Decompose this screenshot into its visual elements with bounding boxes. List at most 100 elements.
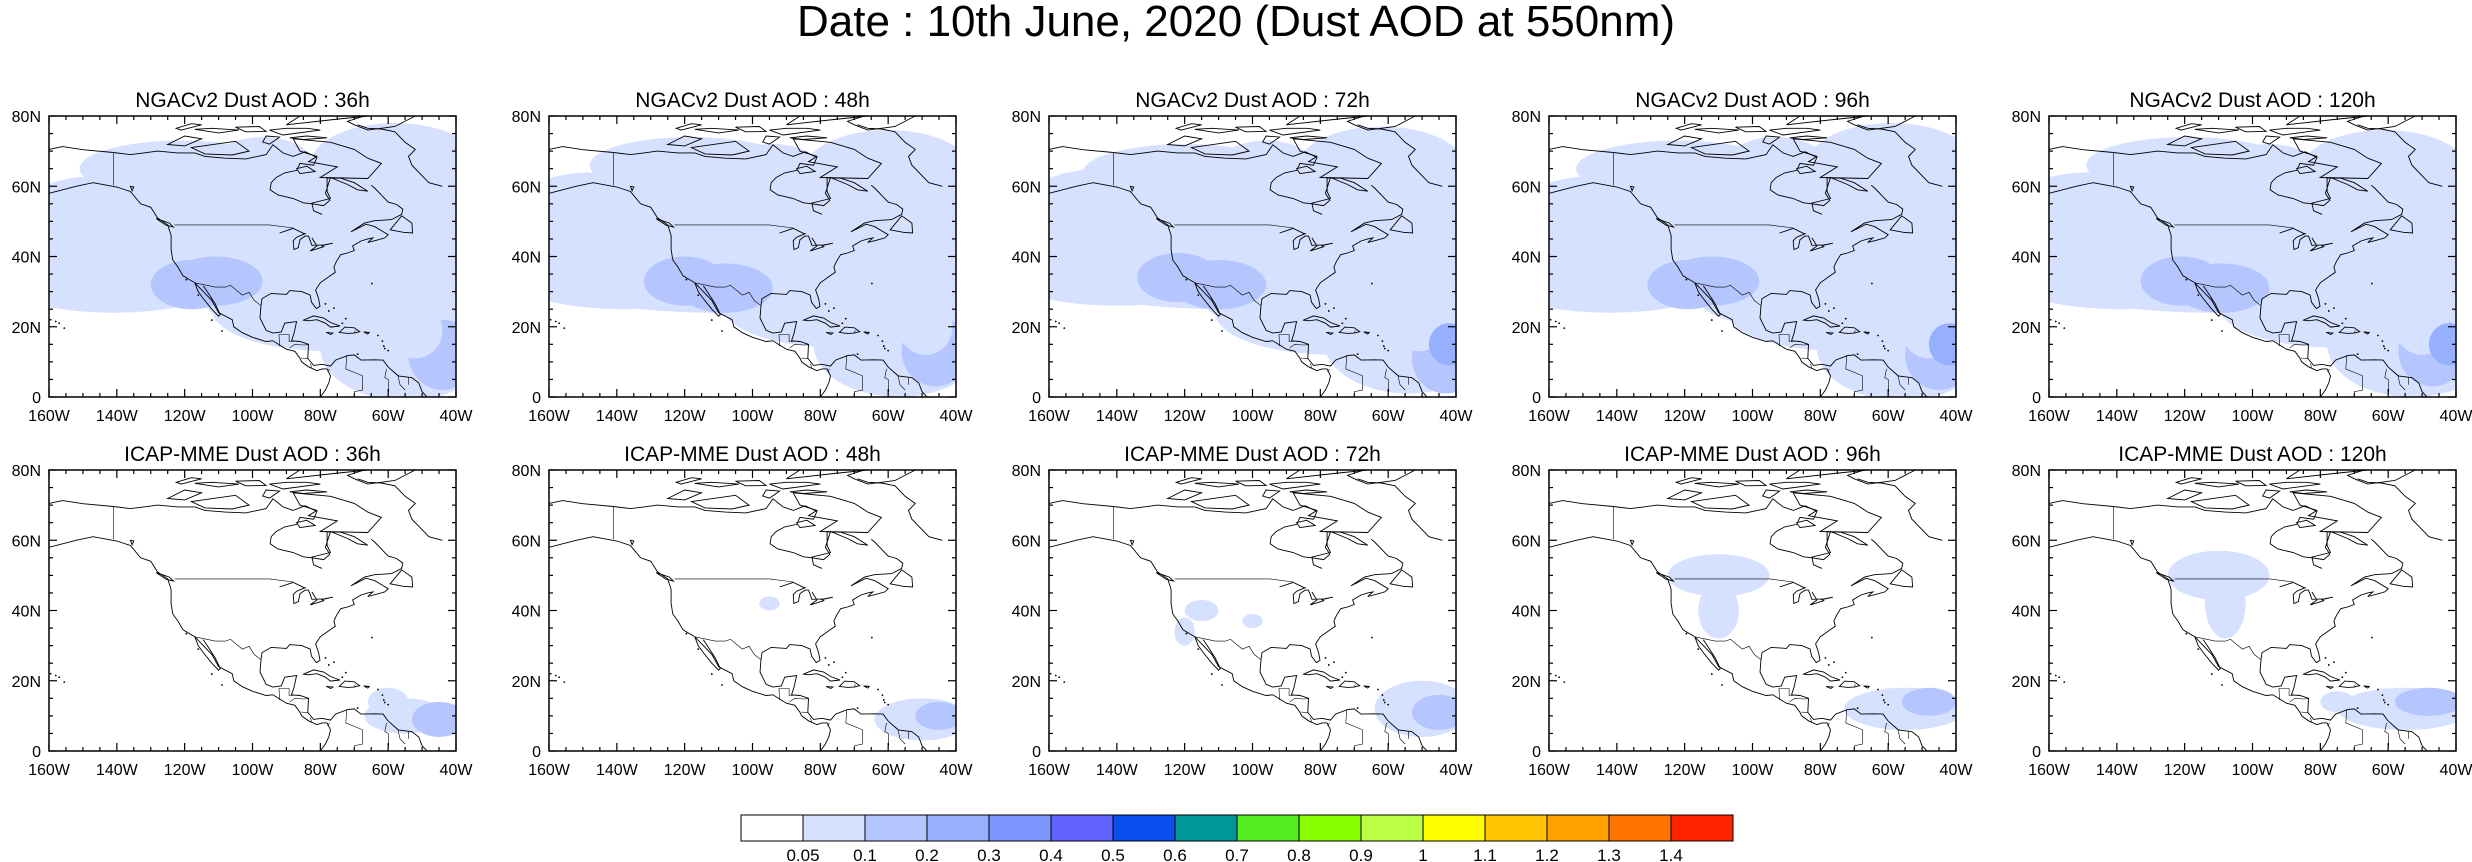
island-dot: [824, 657, 827, 659]
coastline: [1779, 227, 1833, 252]
lon-tick-label: 80W: [1804, 762, 1838, 779]
lon-tick-label: 60W: [372, 762, 406, 779]
island: [302, 669, 341, 682]
island-dot: [381, 340, 384, 343]
island: [2338, 680, 2361, 688]
map-panel-1-2: 160W 140W 120W 100W 80W 60W 40W 0 20N 40N 60N 80N IC…: [1012, 443, 1474, 779]
island: [838, 680, 861, 688]
country-border: [1884, 368, 1890, 392]
coastline: [1259, 659, 1428, 751]
island: [825, 685, 835, 690]
island: [194, 127, 239, 134]
country-border: [2384, 722, 2390, 746]
lon-tick-label: 80W: [804, 408, 838, 425]
island: [1769, 481, 1821, 490]
coastline: [1260, 184, 1404, 310]
island: [235, 126, 268, 133]
coastline: [846, 116, 916, 131]
aod-region: [1901, 687, 1956, 716]
panel-title: ICAP-MME Dust AOD : 120h: [2118, 443, 2386, 466]
lat-tick-label: 60N: [1512, 179, 1541, 196]
lon-tick-label: 80W: [2304, 762, 2338, 779]
island: [1269, 127, 1321, 136]
island: [769, 127, 821, 136]
country-border: [810, 363, 812, 368]
lon-tick-label: 80W: [804, 762, 838, 779]
aod-shading: [1174, 599, 1456, 737]
island: [2174, 477, 2202, 485]
country-border: [289, 697, 309, 703]
country-border: [2345, 709, 2363, 751]
island-dot: [856, 353, 859, 356]
island-dot: [1197, 294, 1200, 297]
island-dot: [1870, 282, 1873, 285]
country-border: [897, 375, 906, 391]
island-dot: [827, 310, 830, 312]
island: [363, 685, 371, 689]
lat-tick-label: 0: [532, 744, 541, 761]
island: [1694, 127, 1739, 134]
aod-region: [1738, 175, 1875, 232]
island: [2302, 315, 2341, 328]
lon-tick-label: 120W: [1664, 408, 1707, 425]
island-dot: [1697, 294, 1700, 297]
lon-tick-label: 40W: [940, 408, 974, 425]
island-dot: [210, 673, 213, 675]
island-dot: [882, 345, 885, 347]
map-content: [2049, 470, 2456, 751]
lon-tick-label: 40W: [440, 762, 474, 779]
country-border: [1854, 684, 1856, 688]
island-dot: [344, 671, 347, 674]
island-dot: [554, 320, 557, 323]
island: [1129, 185, 1135, 192]
colorbar-label: 0.8: [1287, 846, 1311, 862]
lat-tick-label: 40N: [512, 250, 541, 267]
island-dot: [1856, 707, 1859, 710]
island-dot: [185, 278, 188, 281]
island: [1863, 331, 1871, 335]
island: [1363, 331, 1371, 335]
lon-tick-label: 160W: [1028, 762, 1071, 779]
island-dot: [563, 681, 566, 684]
island-dot: [870, 636, 873, 639]
lon-tick-label: 120W: [1164, 408, 1207, 425]
island: [292, 492, 383, 533]
lon-tick-label: 40W: [1440, 762, 1474, 779]
island: [1735, 480, 1768, 487]
island: [2295, 165, 2317, 175]
island: [1802, 669, 1841, 682]
island-dot: [2383, 701, 2386, 704]
island-dot: [833, 661, 835, 664]
country-border: [778, 688, 794, 701]
coastline: [1759, 659, 1928, 751]
island-dot: [1827, 664, 1830, 666]
colorbar-swatch: [864, 814, 928, 842]
coastline: [2259, 305, 2428, 397]
lon-tick-label: 160W: [528, 408, 571, 425]
lon-tick-label: 60W: [1372, 762, 1406, 779]
country-border: [1327, 722, 1330, 726]
island: [2166, 489, 2204, 501]
island: [1292, 492, 1383, 533]
colorbar-swatch: [802, 814, 866, 842]
aod-region: [1184, 599, 1219, 622]
island-dot: [1558, 322, 1561, 325]
island-dot: [870, 282, 873, 285]
island: [1295, 519, 1317, 529]
island-dot: [2381, 694, 2384, 697]
island: [295, 165, 317, 175]
island-dot: [841, 676, 844, 679]
lat-tick-label: 0: [32, 390, 41, 407]
lat-tick-label: 80N: [2012, 463, 2041, 480]
country-border: [194, 282, 262, 306]
lat-tick-label: 20N: [2012, 320, 2041, 337]
island-dot: [2341, 676, 2344, 679]
axis-ticks: [48, 469, 457, 752]
island: [1838, 326, 1861, 334]
island: [1389, 569, 1414, 588]
country-border: [1897, 375, 1906, 391]
lat-tick-label: 40N: [512, 604, 541, 621]
island-dot: [1554, 674, 1557, 677]
island-dot: [356, 353, 359, 356]
island-dot: [721, 330, 723, 332]
